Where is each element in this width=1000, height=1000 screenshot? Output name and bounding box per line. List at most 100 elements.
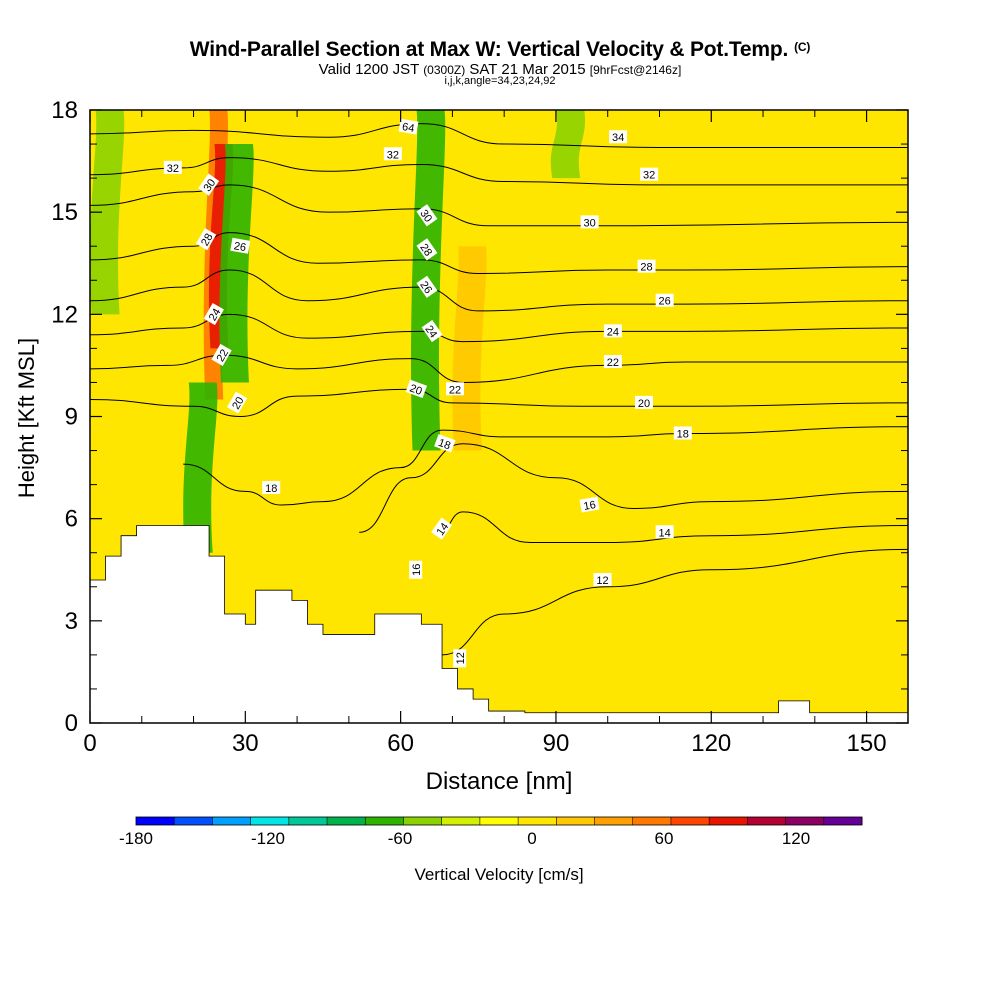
contour-label-text: 18 — [436, 437, 452, 452]
contour-label: 16 — [409, 560, 423, 579]
contour-label-box — [431, 517, 453, 540]
theta-contour-14 — [436, 511, 908, 544]
contour-label-box — [416, 204, 438, 227]
valid-date: SAT 21 Mar 2015 — [469, 61, 586, 78]
colorbar-swatch — [136, 817, 175, 825]
contour-label-box — [195, 228, 217, 251]
x-tick-label: 60 — [387, 730, 414, 757]
colorbar-swatch — [785, 817, 825, 825]
contour-label-box — [453, 649, 467, 668]
contour-label-text: 64 — [401, 121, 415, 135]
contour-label-text: 16 — [583, 499, 597, 513]
velocity-feature-down — [550, 110, 586, 179]
contour-label: 24 — [203, 303, 224, 326]
contour-label-box — [579, 496, 600, 513]
colorbar-swatch — [747, 817, 787, 825]
contour-label: 26 — [230, 237, 251, 254]
x-axis-label: Distance [nm] — [426, 768, 573, 795]
colorbar-swatch — [594, 817, 634, 825]
contour-label-box — [416, 238, 438, 261]
contour-label: 28 — [637, 259, 656, 274]
contour-label: 18 — [434, 434, 456, 453]
contour-label-text: 22 — [607, 357, 619, 369]
contour-label-text: 26 — [417, 279, 434, 296]
axes: 0 30 60 90 120 150 0 3 6 9 12 15 18 — [51, 97, 908, 757]
colorbar: -180 -120 -60 0 60 120 — [119, 816, 863, 848]
contour-label-box — [226, 391, 248, 414]
colorbar-tick-label: -120 — [251, 829, 285, 848]
colorbar-swatch — [174, 817, 213, 825]
contour-label-box — [383, 147, 402, 161]
contour-label-box — [640, 167, 659, 181]
contour-label-text: 30 — [417, 208, 434, 225]
colorbar-swatch — [479, 817, 519, 825]
colorbar-swatch — [670, 817, 710, 825]
theta-contour-12 — [442, 548, 908, 656]
contour-label: 12 — [453, 649, 467, 668]
colorbar-tick-label: 0 — [527, 829, 536, 848]
x-tick-label: 30 — [232, 730, 259, 757]
contour-label-box — [655, 525, 674, 539]
x-tick-label: 120 — [691, 730, 731, 757]
colorbar-swatch — [288, 817, 328, 825]
theta-contour-32 — [90, 157, 908, 186]
contour-label: 14 — [655, 525, 674, 539]
contour-label-box — [230, 237, 251, 254]
contour-label: 22 — [445, 382, 464, 396]
theta-contour-16 — [359, 443, 908, 533]
colorbar-swatch — [556, 817, 596, 825]
contour-label-text: 32 — [643, 170, 655, 182]
contour-label: 32 — [383, 147, 402, 161]
contour-label-box — [655, 293, 674, 307]
contour-label-text: 14 — [434, 521, 451, 538]
contour-label: 22 — [211, 343, 232, 366]
y-tick-label: 15 — [51, 199, 78, 226]
colorbar-swatch — [632, 817, 672, 825]
contour-label: 12 — [593, 572, 612, 587]
y-tick-label: 0 — [65, 710, 78, 737]
contour-label-text: 20 — [638, 398, 650, 410]
colorbar-tick-label: 60 — [655, 829, 674, 848]
contour-label-box — [673, 426, 692, 440]
contour-label-box — [198, 173, 220, 196]
contour-label-text: 26 — [659, 296, 671, 308]
contour-label-box — [211, 343, 232, 366]
contour-label-text: 24 — [422, 323, 439, 340]
contour-label-text: 30 — [201, 177, 218, 194]
contour-label-box — [603, 324, 622, 338]
colorbar-tick-label: -180 — [119, 829, 153, 848]
colorbar-tick-label: 120 — [782, 829, 810, 848]
contour-label-text: 34 — [612, 132, 624, 144]
y-tick-label: 12 — [51, 301, 78, 328]
contour-label-box — [445, 382, 464, 396]
contour-label-box — [398, 118, 419, 135]
terrain — [90, 525, 908, 723]
y-axis-label: Height [Kft MSL] — [14, 338, 39, 498]
contour-label-box — [203, 303, 224, 326]
contour-label: 24 — [421, 319, 443, 343]
contour-label: 14 — [431, 517, 453, 540]
contour-label-text: 30 — [583, 217, 595, 229]
contour-label-box — [609, 130, 628, 144]
contour-label: 18 — [262, 481, 281, 495]
contour-label-text: 32 — [167, 163, 179, 175]
contour-label-box — [421, 319, 443, 343]
velocity-feature-up — [452, 246, 487, 451]
contour-label-box — [637, 259, 656, 273]
y-tick-label: 6 — [65, 506, 78, 533]
colorbar-frame — [135, 816, 863, 826]
forecast-tag: [9hrFcst@2146z] — [589, 63, 682, 77]
contour-label-text: 28 — [640, 262, 652, 274]
contour-label-text: 26 — [233, 240, 247, 254]
chart-title: Wind-Parallel Section at Max W: Vertical… — [0, 38, 1000, 62]
contour-label-text: 22 — [215, 347, 232, 364]
contour-label-box — [405, 379, 428, 398]
contour-label: 26 — [416, 275, 438, 298]
theta-contour-20 — [90, 388, 908, 418]
contour-label-box — [603, 355, 622, 369]
contour-label: 16 — [579, 496, 600, 513]
contour-label: 30 — [580, 215, 599, 229]
copyright-mark: (C) — [794, 40, 811, 54]
contour-label: 32 — [163, 160, 182, 175]
